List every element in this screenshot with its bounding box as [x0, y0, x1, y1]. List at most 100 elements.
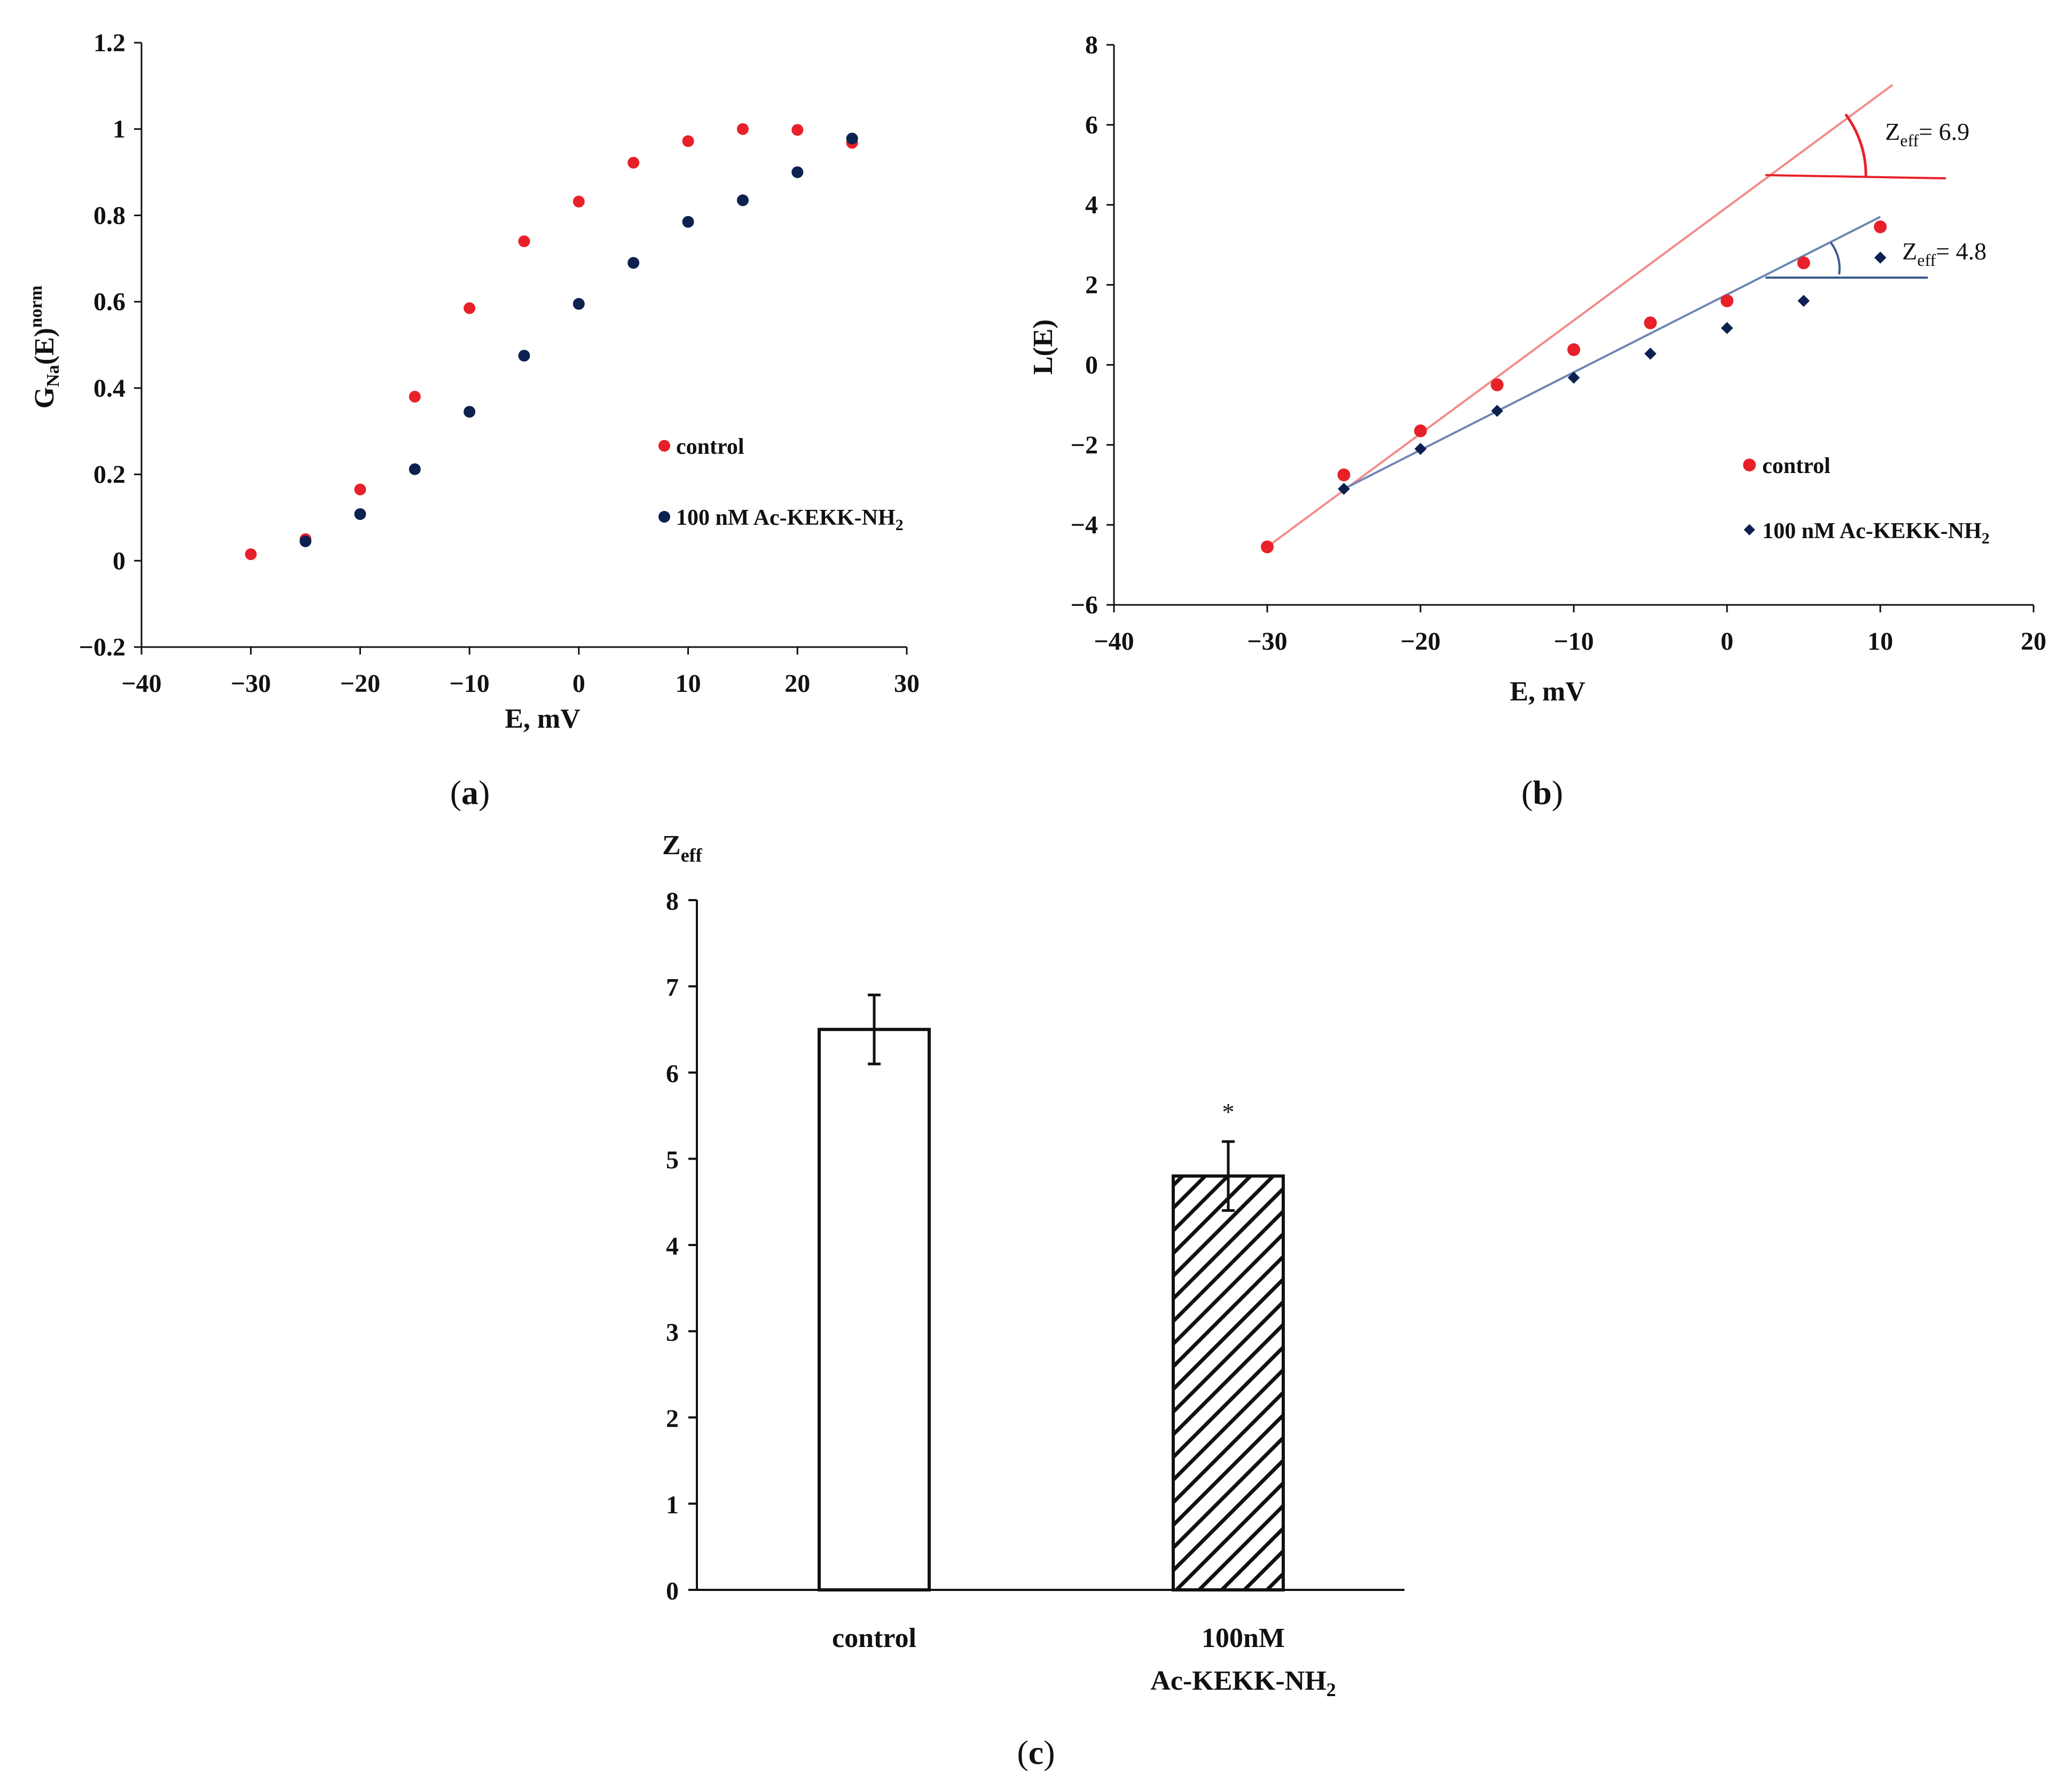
b-annotation-control: Zeff= 6.9 — [1765, 113, 1969, 179]
a-y-tick-label: 0.6 — [93, 288, 125, 316]
b-point-treatment — [1721, 322, 1733, 334]
b-point-treatment — [1567, 372, 1580, 384]
a-y-tick-label: 0.4 — [93, 374, 125, 403]
c-category-label-treatment-line1: 100nM — [1202, 1623, 1285, 1653]
a-point-treatment — [572, 298, 585, 310]
b-legend: control 100 nM Ac-KEKK-NH2 — [1743, 454, 1990, 547]
a-y-tick-label: 1.2 — [93, 29, 125, 57]
b-y-tick-label: 8 — [1085, 31, 1098, 59]
b-x-tick-label: −30 — [1247, 627, 1287, 656]
c-y-tick-label: 5 — [666, 1146, 679, 1175]
b-annotation-control-baseline — [1765, 174, 1947, 179]
a-point-treatment — [464, 406, 476, 418]
b-x-tick-labels: −40 −30 −20 −10 0 10 20 — [1094, 627, 2046, 656]
b-annotation-control-text: Zeff= 6.9 — [1885, 118, 1969, 150]
b-x-tick-label: −20 — [1400, 627, 1440, 656]
a-point-treatment — [354, 508, 366, 520]
a-y-tick-label: 1 — [113, 115, 125, 144]
b-x-tick-label: −40 — [1094, 627, 1134, 656]
b-point-treatment — [1491, 405, 1503, 417]
b-y-tick-labels: −6 −4 −2 0 2 4 6 8 — [1071, 31, 1098, 619]
b-fit-line-control — [1266, 84, 1894, 548]
c-bar-treatment — [1172, 1174, 1285, 1592]
b-point-control — [1644, 316, 1657, 329]
c-y-tick-label: 0 — [666, 1577, 679, 1605]
b-y-tick-label: −6 — [1071, 591, 1098, 619]
b-x-tick-label: 20 — [2021, 627, 2046, 656]
a-point-control — [354, 483, 366, 495]
c-y-tick-label: 4 — [666, 1232, 679, 1260]
b-y-tick-label: −4 — [1071, 511, 1098, 539]
a-x-tick-label: −30 — [231, 669, 271, 698]
a-y-tick-label: 0 — [113, 547, 125, 575]
a-y-label-sup: norm — [26, 286, 46, 328]
a-x-tick-label: 0 — [572, 669, 585, 698]
b-annotation-treatment: Zeff= 4.8 — [1765, 238, 1987, 279]
b-y-axis-label: L(E) — [1028, 319, 1058, 375]
a-y-label-base: G — [29, 387, 60, 408]
b-y-tick-label: 4 — [1085, 191, 1098, 219]
b-point-control — [1490, 378, 1504, 391]
b-axes — [1106, 44, 2035, 612]
a-y-label-mid: (E) — [29, 328, 60, 365]
a-point-control — [245, 548, 257, 561]
b-x-tick-label: −10 — [1553, 627, 1594, 656]
a-y-tick-label: −0.2 — [79, 633, 125, 661]
b-fit-line-treatment — [1343, 216, 1881, 490]
a-point-control — [409, 391, 421, 403]
b-legend-marker-treatment — [1744, 524, 1755, 535]
panel-label-a: (a) — [450, 774, 490, 811]
a-y-axis-label: GNa(E)norm — [26, 286, 63, 409]
a-point-control — [572, 195, 585, 208]
b-point-control — [1414, 424, 1427, 438]
chart-panel-c: 0 1 2 3 4 5 6 7 8 * Zeff control 100nM Ac-KEKK-N… — [662, 830, 1404, 1771]
a-legend-marker-control — [658, 440, 670, 452]
a-point-treatment — [627, 257, 640, 269]
c-y-tick-label: 3 — [666, 1319, 679, 1347]
a-legend-label-treatment: 100 nM Ac-KEKK-NH2 — [676, 506, 904, 534]
a-point-control — [736, 123, 749, 135]
c-y-axis-label: Zeff — [662, 830, 703, 866]
c-significance-marker: * — [1222, 1098, 1235, 1125]
b-point-control — [1261, 540, 1274, 554]
b-point-treatment — [1338, 483, 1350, 495]
b-point-control — [1874, 220, 1887, 233]
b-point-control — [1721, 294, 1733, 308]
b-point-treatment — [1644, 348, 1657, 360]
c-bar-control — [818, 1028, 931, 1591]
b-y-tick-label: 6 — [1085, 111, 1098, 139]
a-axes — [134, 42, 908, 655]
b-legend-label-treatment: 100 nM Ac-KEKK-NH2 — [1762, 519, 1990, 547]
b-annotation-control-arc — [1845, 113, 1867, 178]
panel-label-c: (c) — [1017, 1733, 1055, 1771]
b-point-control — [1337, 468, 1351, 482]
b-point-control — [1567, 343, 1580, 356]
a-x-tick-label: 20 — [784, 669, 810, 698]
panel-label-b: (b) — [1521, 774, 1563, 811]
a-x-tick-labels: −40 −30 −20 −10 0 10 20 30 — [121, 669, 920, 698]
a-data-points — [245, 123, 858, 561]
a-point-control — [518, 235, 530, 247]
a-point-treatment — [846, 132, 858, 145]
b-x-tick-label: 0 — [1721, 627, 1733, 656]
b-point-treatment — [1798, 295, 1810, 307]
b-legend-label-control: control — [1762, 454, 1831, 478]
a-legend: control 100 nM Ac-KEKK-NH2 — [658, 435, 904, 534]
b-y-tick-label: 2 — [1085, 271, 1098, 300]
c-axes — [688, 899, 1404, 1591]
a-point-control — [627, 156, 640, 169]
a-x-tick-label: −40 — [121, 669, 161, 698]
c-category-label-control: control — [832, 1623, 916, 1653]
chart-panel-a: −0.2 0 0.2 0.4 0.6 0.8 1 1.2 −40 −30 −20 −10 0 10 20 3… — [26, 29, 920, 811]
a-x-tick-label: −20 — [340, 669, 380, 698]
c-bars: * — [818, 994, 1285, 1592]
a-y-tick-label: 0.2 — [93, 461, 125, 489]
a-point-treatment — [518, 350, 530, 362]
b-data-points — [1261, 220, 1887, 554]
b-annotation-treatment-text: Zeff= 4.8 — [1902, 238, 1987, 270]
a-legend-label-control: control — [676, 435, 744, 459]
c-y-tick-label: 2 — [666, 1405, 679, 1433]
a-point-control — [464, 302, 476, 314]
b-legend-marker-control — [1743, 459, 1756, 471]
